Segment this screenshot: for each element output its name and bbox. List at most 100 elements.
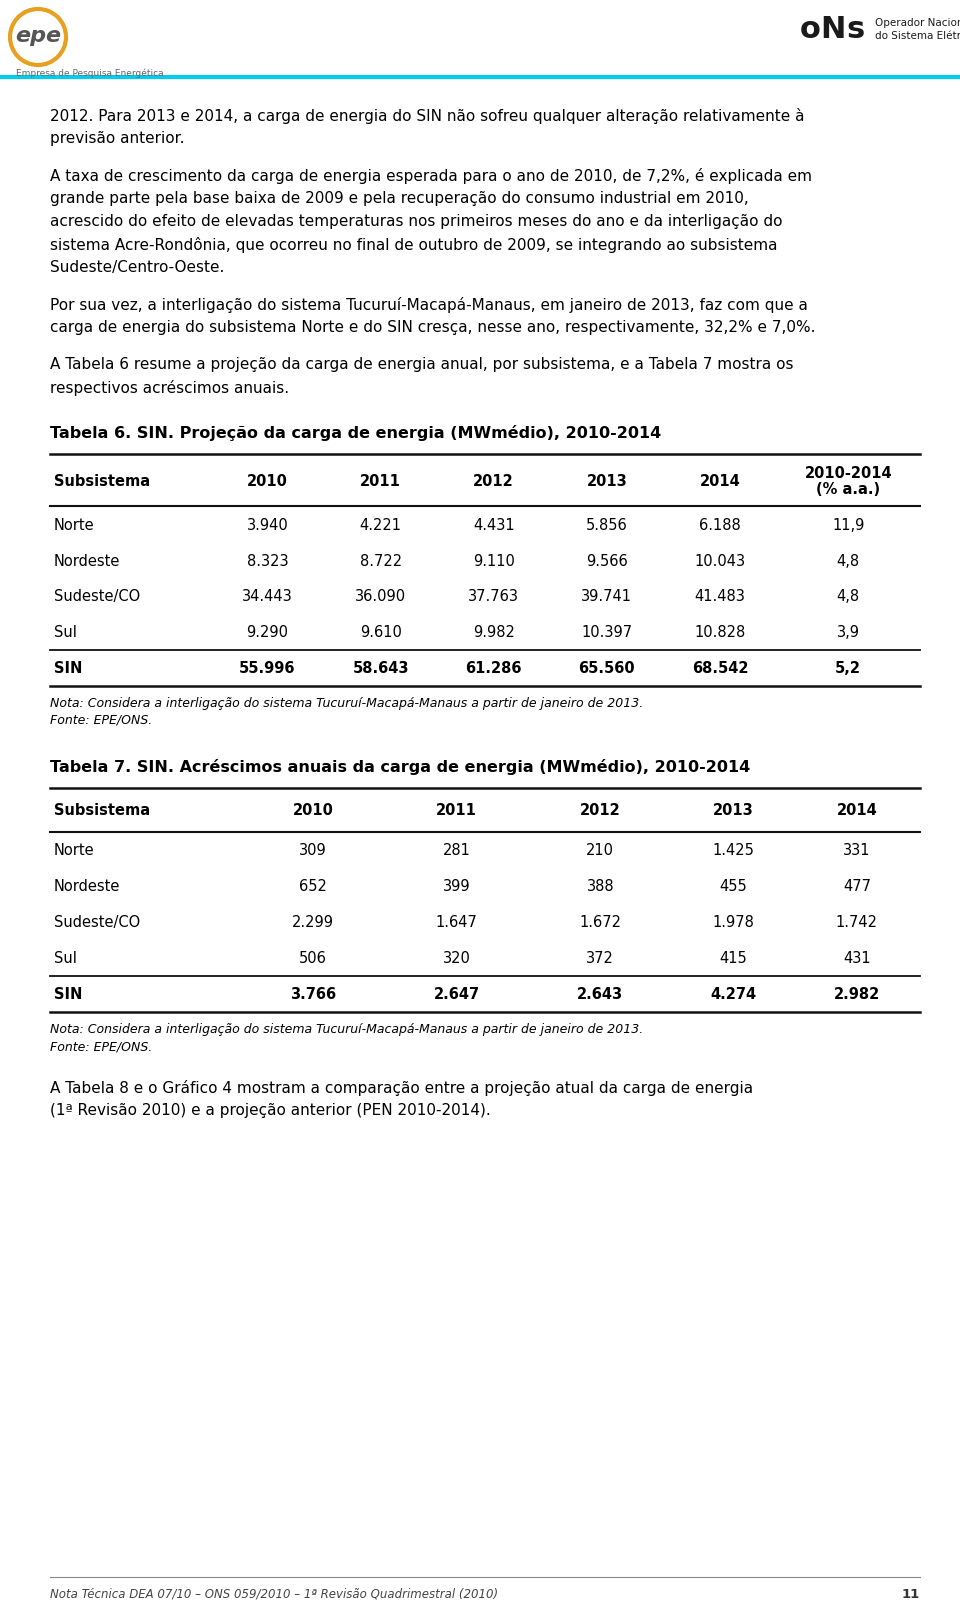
Text: 68.542: 68.542 [691, 662, 748, 676]
Text: 477: 477 [843, 880, 871, 894]
Text: 2011: 2011 [436, 804, 477, 818]
Text: SIN: SIN [54, 662, 83, 676]
Text: 2013: 2013 [587, 473, 627, 487]
Text: Sudeste/Centro-Oeste.: Sudeste/Centro-Oeste. [50, 260, 225, 274]
Text: Tabela 6. SIN. Projeção da carga de energia (MWmédio), 2010-2014: Tabela 6. SIN. Projeção da carga de ener… [50, 424, 661, 441]
Text: Norte: Norte [54, 843, 95, 859]
Text: SIN: SIN [54, 986, 83, 1002]
Text: 8.722: 8.722 [360, 554, 401, 568]
Text: 4,8: 4,8 [837, 554, 860, 568]
Text: 652: 652 [300, 880, 327, 894]
Text: Subsistema: Subsistema [54, 473, 150, 487]
Text: Tabela 7. SIN. Acréscimos anuais da carga de energia (MWmédio), 2010-2014: Tabela 7. SIN. Acréscimos anuais da carg… [50, 759, 751, 775]
Text: 1.425: 1.425 [712, 843, 754, 859]
Text: 61.286: 61.286 [466, 662, 522, 676]
Text: Fonte: EPE/ONS.: Fonte: EPE/ONS. [50, 713, 153, 726]
Text: 309: 309 [300, 843, 327, 859]
Text: 8.323: 8.323 [247, 554, 288, 568]
Text: 3.940: 3.940 [247, 516, 288, 533]
Text: 2.647: 2.647 [434, 986, 480, 1002]
Text: 331: 331 [843, 843, 871, 859]
Text: 4.221: 4.221 [360, 516, 401, 533]
Text: 3.766: 3.766 [290, 986, 336, 1002]
Text: Sul: Sul [54, 951, 77, 965]
Text: 4.431: 4.431 [473, 516, 515, 533]
Text: 388: 388 [587, 880, 614, 894]
Text: 37.763: 37.763 [468, 589, 519, 604]
Text: sistema Acre-Rondônia, que ocorreu no final de outubro de 2009, se integrando ao: sistema Acre-Rondônia, que ocorreu no fi… [50, 237, 778, 253]
Text: 506: 506 [300, 951, 327, 965]
Text: 210: 210 [587, 843, 614, 859]
Text: 372: 372 [587, 951, 614, 965]
Text: o: o [800, 15, 821, 44]
Text: 10.828: 10.828 [694, 625, 746, 641]
Text: 399: 399 [443, 880, 470, 894]
Text: 5.856: 5.856 [586, 516, 628, 533]
Text: 1.742: 1.742 [836, 915, 878, 930]
Text: 11: 11 [901, 1587, 920, 1599]
Text: 9.982: 9.982 [472, 625, 515, 641]
Text: 2013: 2013 [712, 804, 754, 818]
Text: 3,9: 3,9 [837, 625, 860, 641]
Text: 5,2: 5,2 [835, 662, 861, 676]
Text: s: s [847, 15, 865, 44]
Text: 10.043: 10.043 [694, 554, 746, 568]
Text: 2012: 2012 [473, 473, 514, 487]
Text: 1.978: 1.978 [712, 915, 754, 930]
Text: 11,9: 11,9 [832, 516, 864, 533]
Text: 415: 415 [719, 951, 747, 965]
Text: 2010-2014: 2010-2014 [804, 465, 892, 481]
Text: Nota Técnica DEA 07/10 – ONS 059/2010 – 1ª Revisão Quadrimestral (2010): Nota Técnica DEA 07/10 – ONS 059/2010 – … [50, 1587, 498, 1599]
Text: 2010: 2010 [247, 473, 288, 487]
Text: 431: 431 [843, 951, 871, 965]
Text: Operador Nacional: Operador Nacional [875, 18, 960, 27]
Text: 55.996: 55.996 [239, 662, 296, 676]
Text: A Tabela 8 e o Gráfico 4 mostram a comparação entre a projeção atual da carga de: A Tabela 8 e o Gráfico 4 mostram a compa… [50, 1080, 754, 1096]
Text: 1.672: 1.672 [579, 915, 621, 930]
Text: 9.290: 9.290 [247, 625, 289, 641]
Text: 6.188: 6.188 [699, 516, 741, 533]
Text: acrescido do efeito de elevadas temperaturas nos primeiros meses do ano e da int: acrescido do efeito de elevadas temperat… [50, 215, 782, 229]
Text: Norte: Norte [54, 516, 95, 533]
Text: Sul: Sul [54, 625, 77, 641]
Text: Subsistema: Subsistema [54, 804, 150, 818]
Text: 36.090: 36.090 [355, 589, 406, 604]
Text: 9.110: 9.110 [472, 554, 515, 568]
Text: N: N [820, 15, 846, 44]
Text: 1.647: 1.647 [436, 915, 478, 930]
Text: 9.610: 9.610 [360, 625, 401, 641]
Text: Nota: Considera a interligação do sistema Tucuruí-Macapá-Manaus a partir de jane: Nota: Considera a interligação do sistem… [50, 697, 643, 710]
Text: 9.566: 9.566 [586, 554, 628, 568]
Text: 2.982: 2.982 [834, 986, 880, 1002]
Text: Nota: Considera a interligação do sistema Tucuruí-Macapá-Manaus a partir de jane: Nota: Considera a interligação do sistem… [50, 1022, 643, 1035]
Text: Nordeste: Nordeste [54, 880, 120, 894]
Text: grande parte pela base baixa de 2009 e pela recuperação do consumo industrial em: grande parte pela base baixa de 2009 e p… [50, 190, 749, 207]
Text: 65.560: 65.560 [579, 662, 636, 676]
Text: 2010: 2010 [293, 804, 334, 818]
Text: 58.643: 58.643 [352, 662, 409, 676]
Text: 281: 281 [443, 843, 470, 859]
Text: 455: 455 [719, 880, 747, 894]
Text: carga de energia do subsistema Norte e do SIN cresça, nesse ano, respectivamente: carga de energia do subsistema Norte e d… [50, 320, 815, 334]
Text: 39.741: 39.741 [582, 589, 633, 604]
Text: 4,8: 4,8 [837, 589, 860, 604]
Text: (1ª Revisão 2010) e a projeção anterior (PEN 2010-2014).: (1ª Revisão 2010) e a projeção anterior … [50, 1102, 491, 1117]
Text: 41.483: 41.483 [694, 589, 745, 604]
Text: 2014: 2014 [836, 804, 877, 818]
Text: 2012: 2012 [580, 804, 621, 818]
Text: 34.443: 34.443 [242, 589, 293, 604]
Text: 2012. Para 2013 e 2014, a carga de energia do SIN não sofreu qualquer alteração : 2012. Para 2013 e 2014, a carga de energ… [50, 108, 804, 124]
Text: epe: epe [15, 26, 61, 45]
Text: 2.299: 2.299 [292, 915, 334, 930]
Text: respectivos acréscimos anuais.: respectivos acréscimos anuais. [50, 379, 289, 395]
Text: A Tabela 6 resume a projeção da carga de energia anual, por subsistema, e a Tabe: A Tabela 6 resume a projeção da carga de… [50, 357, 794, 371]
Text: Fonte: EPE/ONS.: Fonte: EPE/ONS. [50, 1039, 153, 1052]
Text: 4.274: 4.274 [709, 986, 756, 1002]
Text: Sudeste/CO: Sudeste/CO [54, 915, 140, 930]
Text: Empresa de Pesquisa Energética: Empresa de Pesquisa Energética [16, 68, 163, 77]
Text: A taxa de crescimento da carga de energia esperada para o ano de 2010, de 7,2%, : A taxa de crescimento da carga de energi… [50, 168, 812, 184]
Text: 2014: 2014 [700, 473, 740, 487]
Text: 320: 320 [443, 951, 470, 965]
Text: Nordeste: Nordeste [54, 554, 120, 568]
Text: Por sua vez, a interligação do sistema Tucuruí-Macapá-Manaus, em janeiro de 2013: Por sua vez, a interligação do sistema T… [50, 297, 808, 313]
